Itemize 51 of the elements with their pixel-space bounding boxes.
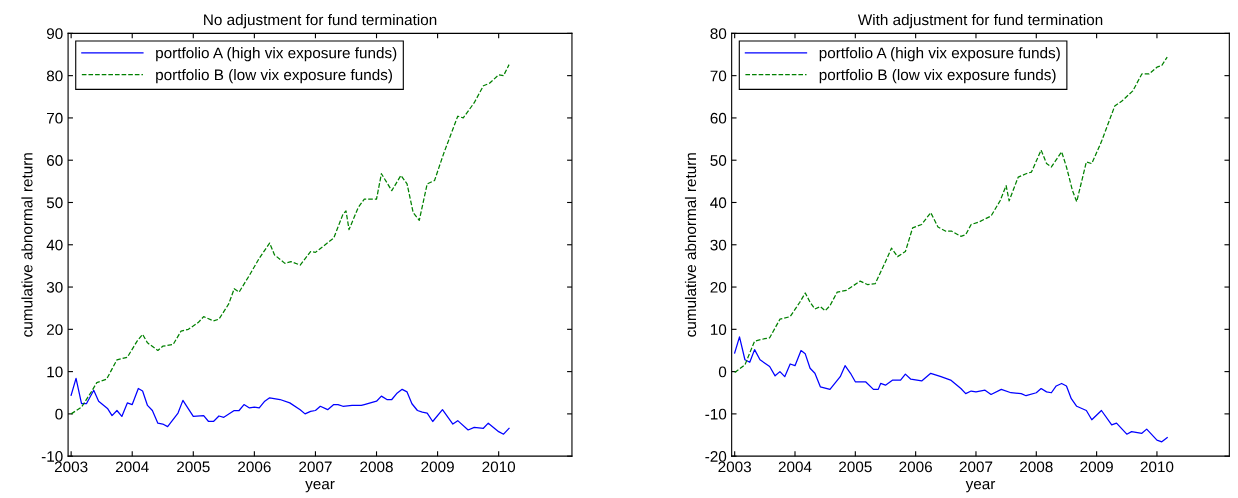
x-tick-label: 2007 bbox=[959, 461, 993, 473]
y-tick-label: 20 bbox=[47, 324, 63, 336]
y-axis-title: cumulative abnormal return bbox=[21, 153, 33, 337]
x-tick-label: 2009 bbox=[421, 461, 454, 473]
y-tick-label: 80 bbox=[710, 28, 727, 40]
legend-label: portfolio A (high vix exposure funds) bbox=[819, 47, 1060, 62]
x-tick-label: 2004 bbox=[778, 461, 812, 473]
x-tick-label: 2005 bbox=[839, 461, 872, 473]
line-series bbox=[70, 377, 510, 435]
y-tick-label: -10 bbox=[705, 408, 727, 420]
y-tick-label: 80 bbox=[46, 70, 63, 82]
y-axis-title: cumulative abnormal return bbox=[684, 153, 697, 337]
y-tick-label: 70 bbox=[47, 112, 63, 124]
x-tick-label: 2007 bbox=[299, 461, 332, 473]
y-tick-label: 60 bbox=[47, 155, 63, 166]
y-tick-label: 20 bbox=[710, 281, 727, 293]
x-tick-label: 2006 bbox=[899, 461, 932, 473]
x-tick-label: 2006 bbox=[238, 461, 271, 473]
x-tick-label: 2004 bbox=[116, 461, 149, 473]
y-tick-label: 70 bbox=[710, 70, 727, 82]
y-tick-label: 0 bbox=[718, 366, 727, 378]
y-tick-label: 40 bbox=[46, 239, 63, 251]
legend-label: portfolio A (high vix exposure funds) bbox=[156, 47, 397, 62]
y-tick-label: 40 bbox=[710, 197, 727, 209]
y-tick-label: 30 bbox=[710, 239, 727, 251]
y-tick-label: 50 bbox=[710, 155, 727, 166]
x-tick-label: 2010 bbox=[1140, 461, 1174, 473]
legend-label: portfolio B (low vix exposure funds) bbox=[156, 69, 392, 84]
x-tick-label: 2010 bbox=[482, 461, 516, 473]
x-tick-label: 2005 bbox=[177, 461, 210, 473]
y-tick-label: 50 bbox=[46, 197, 63, 209]
line-series bbox=[70, 64, 510, 415]
y-tick-label: 10 bbox=[47, 366, 63, 378]
x-tick-label: 2003 bbox=[54, 461, 88, 473]
x-tick-label: 2008 bbox=[360, 461, 393, 473]
chart-title: With adjustment for fund termination bbox=[857, 13, 1103, 29]
legend-label: portfolio B (low vix exposure funds) bbox=[819, 69, 1056, 84]
y-tick-label: -20 bbox=[705, 451, 727, 462]
line-series bbox=[734, 336, 1168, 443]
y-tick-label: -10 bbox=[41, 451, 63, 462]
chart-title: No adjustment for fund termination bbox=[204, 13, 437, 29]
y-tick-label: 60 bbox=[710, 112, 727, 124]
y-tick-label: 10 bbox=[710, 324, 727, 336]
x-tick-label: 2003 bbox=[718, 461, 751, 473]
x-axis-title: year bbox=[305, 480, 335, 493]
x-axis-title: year bbox=[965, 480, 996, 493]
x-tick-label: 2009 bbox=[1080, 461, 1113, 473]
y-tick-label: 30 bbox=[46, 281, 63, 293]
y-tick-label: 0 bbox=[55, 408, 63, 420]
x-tick-label: 2008 bbox=[1020, 461, 1053, 473]
y-tick-label: 90 bbox=[46, 28, 63, 40]
